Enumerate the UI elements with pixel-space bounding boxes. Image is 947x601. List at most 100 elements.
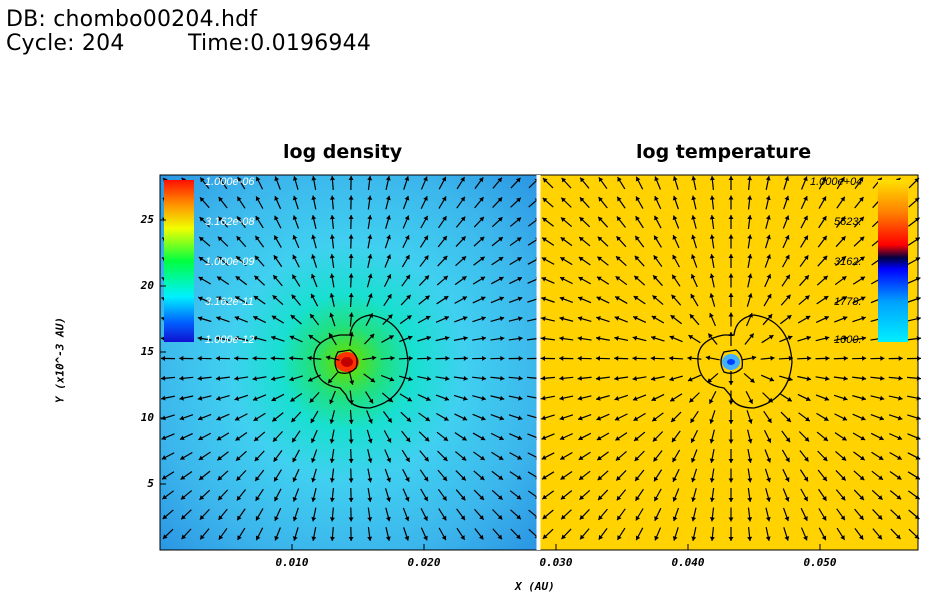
velocity-arrow-head xyxy=(385,176,391,181)
velocity-arrow-head xyxy=(408,376,413,382)
density-core xyxy=(335,352,359,372)
velocity-arrow-head xyxy=(580,177,585,183)
x-tick-marks xyxy=(291,544,821,550)
velocity-arrow-head xyxy=(784,195,790,201)
velocity-arrow-head xyxy=(709,517,715,522)
velocity-arrow-head xyxy=(747,176,753,181)
velocity-arrow-head xyxy=(765,516,771,522)
velocity-arrow-head xyxy=(181,534,187,540)
velocity-arrow-head xyxy=(426,376,432,382)
velocity-arrow-head xyxy=(462,296,467,301)
velocity-arrow-head xyxy=(442,216,447,221)
velocity-arrow-head xyxy=(198,276,204,282)
velocity-arrow-head xyxy=(653,456,658,462)
velocity-arrow-head xyxy=(728,498,734,502)
velocity-arrow-head xyxy=(670,397,675,402)
velocity-arrow-head xyxy=(255,216,261,221)
velocity-arrow-head xyxy=(632,396,638,401)
velocity-arrow-head xyxy=(516,494,522,500)
velocity-arrow-head xyxy=(691,516,697,522)
velocity-arrow-head xyxy=(270,355,275,361)
velocity-arrow-head xyxy=(784,176,790,181)
velocity-arrow-head xyxy=(253,295,259,301)
velocity-arrow-head xyxy=(516,257,522,262)
velocity-arrow-head xyxy=(859,236,865,242)
velocity-arrow-head xyxy=(273,255,279,260)
velocity-arrow-head xyxy=(709,399,714,404)
velocity-arrow-head xyxy=(348,312,354,317)
velocity-arrow-head xyxy=(478,534,484,540)
velocity-arrow-head xyxy=(329,419,335,424)
velocity-arrow-head xyxy=(616,236,622,241)
velocity-arrow-head xyxy=(217,236,223,242)
velocity-arrow-head xyxy=(497,495,503,500)
velocity-arrow-head xyxy=(560,475,566,480)
velocity-arrow-head xyxy=(634,275,639,281)
velocity-arrow-head xyxy=(348,293,354,298)
velocity-arrow-head xyxy=(898,355,903,361)
velocity-arrow-head xyxy=(879,395,885,401)
velocity-arrow-head xyxy=(596,435,602,441)
velocity-arrow-head xyxy=(325,355,331,361)
velocity-arrow-head xyxy=(308,334,314,340)
velocity-arrow-head xyxy=(216,395,221,401)
velocity-arrow-head xyxy=(161,435,167,440)
velocity-arrow-head xyxy=(766,438,772,443)
velocity-arrow-head xyxy=(560,455,565,460)
velocity-arrow-head xyxy=(653,255,659,261)
velocity-arrow-head xyxy=(709,313,714,318)
velocity-arrow-head xyxy=(386,457,392,463)
velocity-arrow-head xyxy=(235,436,241,441)
velocity-arrow-head xyxy=(273,436,278,442)
velocity-arrow-head xyxy=(787,397,792,402)
velocity-arrow-head xyxy=(423,176,428,182)
velocity-arrow-head xyxy=(348,458,354,463)
velocity-arrow-head xyxy=(597,256,603,262)
velocity-arrow-head xyxy=(179,435,185,441)
velocity-arrow-head xyxy=(803,255,809,261)
velocity-arrow-head xyxy=(541,276,547,282)
velocity-arrow-head xyxy=(385,516,391,522)
velocity-arrow-head xyxy=(690,274,696,279)
velocity-arrow-head xyxy=(499,415,504,421)
velocity-arrow-head xyxy=(497,534,503,540)
velocity-arrow-head xyxy=(897,415,903,421)
velocity-arrow-head xyxy=(348,273,354,278)
velocity-arrow-head xyxy=(498,475,503,480)
velocity-arrow-head xyxy=(840,495,846,501)
velocity-arrow-head xyxy=(426,335,431,341)
velocity-arrow-head xyxy=(579,237,584,242)
velocity-arrow-head xyxy=(654,535,659,541)
velocity-arrow-head xyxy=(311,497,317,502)
velocity-arrow-head xyxy=(423,235,428,241)
velocity-arrow-head xyxy=(442,456,448,461)
velocity-arrow-head xyxy=(424,456,429,462)
velocity-arrow-head xyxy=(461,475,466,481)
velocity-arrow-head xyxy=(560,217,566,222)
velocity-arrow-head xyxy=(784,496,790,502)
velocity-arrow-head xyxy=(255,496,260,501)
velocity-arrow-head xyxy=(479,475,485,481)
velocity-arrow-head xyxy=(217,475,223,481)
temperature-colorbar-tick: 1000. xyxy=(834,334,862,346)
velocity-arrow-head xyxy=(348,400,354,405)
velocity-arrow-head xyxy=(423,476,429,482)
velocity-arrow-head xyxy=(348,195,354,200)
velocity-arrow-head xyxy=(385,195,391,201)
velocity-arrow-head xyxy=(634,436,639,441)
velocity-arrow-head xyxy=(273,275,278,280)
velocity-arrow-head xyxy=(578,455,584,460)
velocity-arrow-head xyxy=(765,176,771,181)
velocity-arrow-head xyxy=(444,315,449,321)
velocity-arrow-head xyxy=(858,177,864,183)
velocity-arrow-head xyxy=(672,176,678,181)
velocity-arrow-head xyxy=(728,478,734,483)
velocity-arrow-head xyxy=(690,293,696,299)
velocity-arrow-head xyxy=(823,275,828,281)
velocity-arrow-head xyxy=(329,234,335,239)
velocity-arrow-head xyxy=(804,436,810,442)
velocity-arrow-head xyxy=(671,294,676,300)
velocity-arrow-head xyxy=(517,276,523,282)
velocity-arrow-head xyxy=(615,276,621,281)
y-tick-marks xyxy=(160,219,166,485)
